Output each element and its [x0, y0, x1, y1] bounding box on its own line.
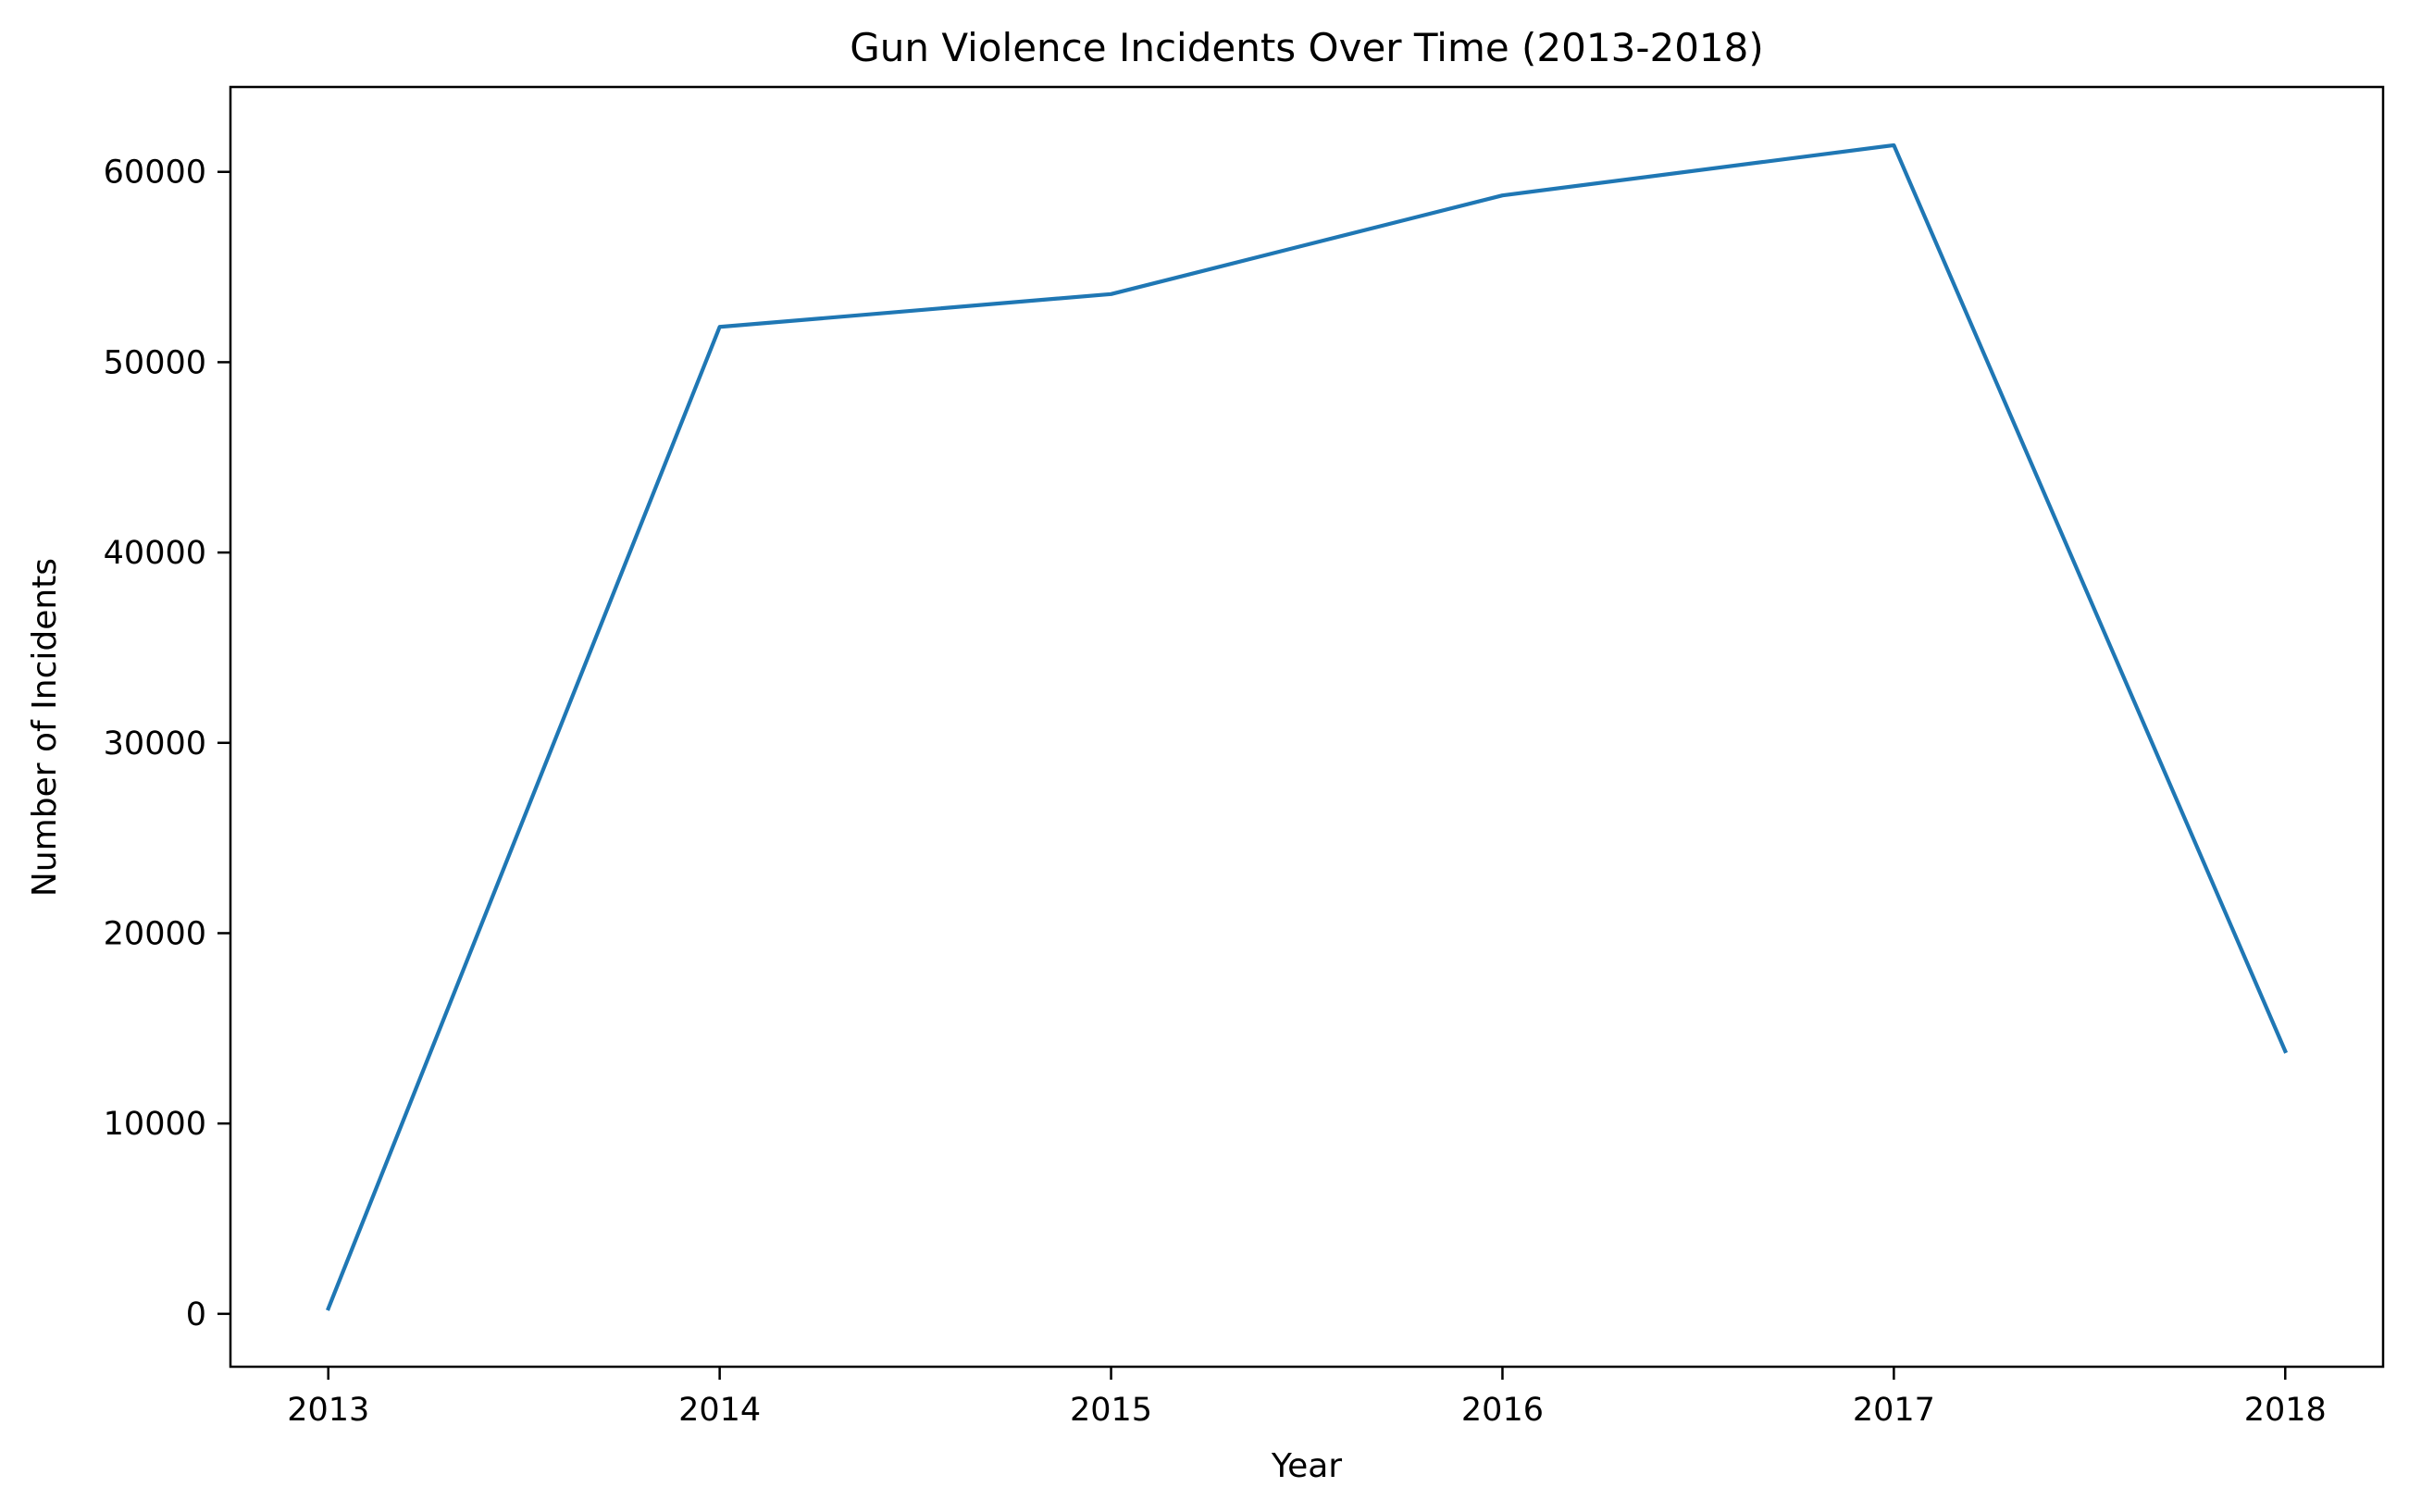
x-tick-label: 2016: [1461, 1392, 1544, 1429]
x-tick-label: 2013: [287, 1392, 369, 1429]
x-axis-label: Year: [1271, 1447, 1342, 1485]
x-tick-label: 2017: [1853, 1392, 1935, 1429]
plot-frame: [229, 85, 2385, 1369]
y-tick-label: 20000: [104, 915, 206, 952]
y-tick-label: 30000: [104, 725, 206, 762]
x-tick-label: 2014: [678, 1392, 761, 1429]
x-tick-label: 2015: [1070, 1392, 1152, 1429]
y-tick-label: 10000: [104, 1106, 206, 1143]
y-axis-label: Number of Incidents: [26, 558, 64, 897]
y-tick-label: 60000: [104, 155, 206, 192]
y-tick-label: 0: [186, 1296, 206, 1333]
series-line-0: [326, 143, 2289, 1311]
y-tick-label: 40000: [104, 535, 206, 572]
plot-area: 2013 2014 2015 2016 2017 2018 0 10000 20000 30000…: [104, 85, 2385, 1429]
y-tick-label: 50000: [104, 344, 206, 381]
chart-title: Gun Violence Incidents Over Time (2013-2…: [850, 25, 1764, 70]
x-tick-label: 2018: [2244, 1392, 2327, 1429]
